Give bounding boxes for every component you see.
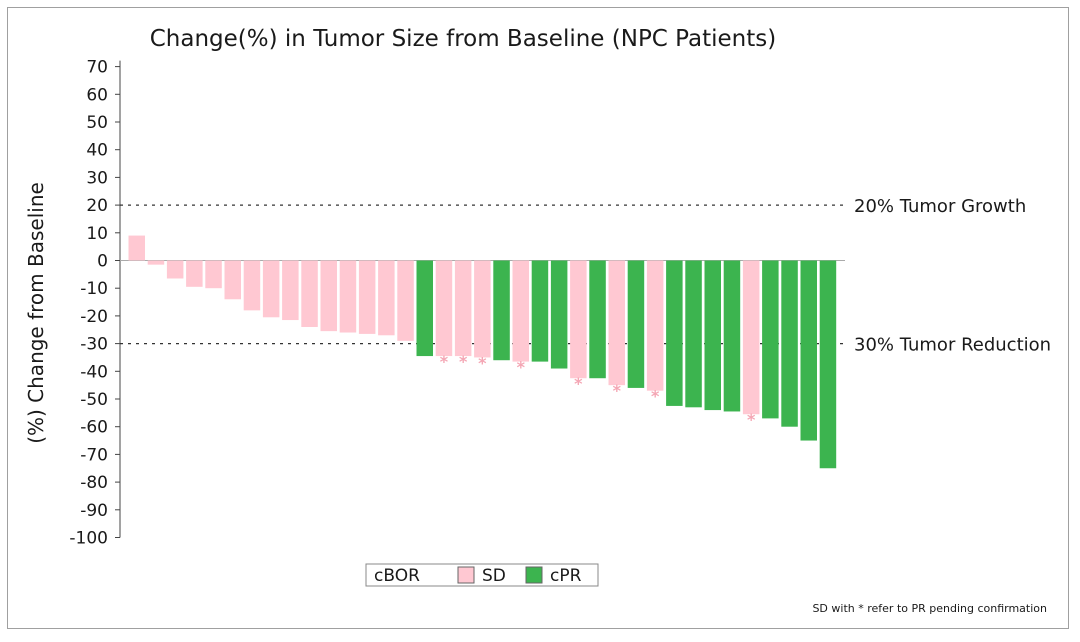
bar-sd [147,260,165,265]
legend-swatch-cpr [525,566,543,584]
pending-confirmation-star: * [651,387,660,406]
chart-title: Change(%) in Tumor Size from Baseline (N… [150,26,776,52]
y-axis: 70 60 50 40 30 20 10 0 -10 -20 -30 -40 -50 -60 -70 -80 -… [69,58,121,549]
legend-label-sd: SD [482,566,506,586]
y-tick-label: 0 [97,252,108,272]
reference-line-label: 20% Tumor Growth [854,196,1026,217]
y-tick-label: 10 [86,224,108,244]
y-tick-label: -50 [80,390,108,410]
bar-sd [301,260,318,327]
chart-frame [7,7,1069,629]
reference-line-label: 30% Tumor Reduction [854,335,1051,356]
bar-cpr [531,260,549,362]
bar-sd [397,260,414,341]
bar-sd [378,260,395,336]
bar-cpr [800,260,817,441]
bar-cpr [762,260,779,419]
pending-confirmation-star: * [459,352,468,371]
bar-cpr [627,260,645,388]
y-tick-label: -100 [69,529,108,549]
y-tick-label: -70 [80,445,108,465]
y-tick-label: 30 [86,168,108,188]
y-tick-label: -90 [80,501,108,521]
bar-sd [186,260,203,287]
bar-sd [339,260,357,333]
bar-sd [243,260,261,311]
bar-cpr [819,260,837,469]
y-tick-label: -80 [80,473,108,493]
bar-sd [608,260,625,386]
bar-sd [205,260,222,289]
bar-sd [454,260,472,357]
legend-swatch-sd [457,566,475,584]
bar-sd [474,260,491,358]
bar-sd [512,260,529,362]
y-tick-label: 40 [86,141,108,161]
y-tick-label: -30 [80,335,108,355]
bar-sd [262,260,280,318]
bar-cpr [781,260,798,427]
bar-cpr [666,260,683,406]
bar-cpr [704,260,721,411]
bar-cpr [416,260,433,357]
legend: cBOR SD cPR [365,563,599,587]
y-axis-label: (%) Change from Baseline [24,182,48,444]
bar-sd [320,260,337,332]
bar-sd [128,235,145,261]
pending-confirmation-star: * [747,410,756,429]
y-tick-label: -40 [80,362,108,382]
bar-sd [358,260,376,334]
bar-cpr [493,260,510,361]
pending-confirmation-star: * [613,381,622,400]
y-tick-label: 50 [86,113,108,133]
bar-sd [570,260,587,379]
bar-cpr [550,260,568,369]
footnote: SD with * refer to PR pending confirmati… [812,602,1047,615]
pending-confirmation-star: * [478,353,487,372]
bar-cpr [723,260,741,412]
bar-sd [282,260,299,321]
pending-confirmation-star: * [574,374,583,393]
y-tick-label: -10 [80,279,108,299]
pending-confirmation-star: * [517,358,526,377]
legend-title: cBOR [374,566,420,586]
y-tick-label: 70 [86,58,108,78]
bar-cpr [589,260,606,379]
bar-cpr [685,260,702,408]
legend-label-cpr: cPR [550,566,582,586]
y-tick-label: 60 [86,85,108,105]
y-tick-label: -60 [80,418,108,438]
bar-sd [166,260,184,279]
y-tick-label: 20 [86,196,108,216]
bar-sd [435,260,453,357]
bar-sd [224,260,241,300]
bar-sd [742,260,760,415]
bar-sd [646,260,664,391]
bars: * * * * * * * * [128,235,837,469]
y-tick-label: -20 [80,307,108,327]
pending-confirmation-star: * [440,352,449,371]
